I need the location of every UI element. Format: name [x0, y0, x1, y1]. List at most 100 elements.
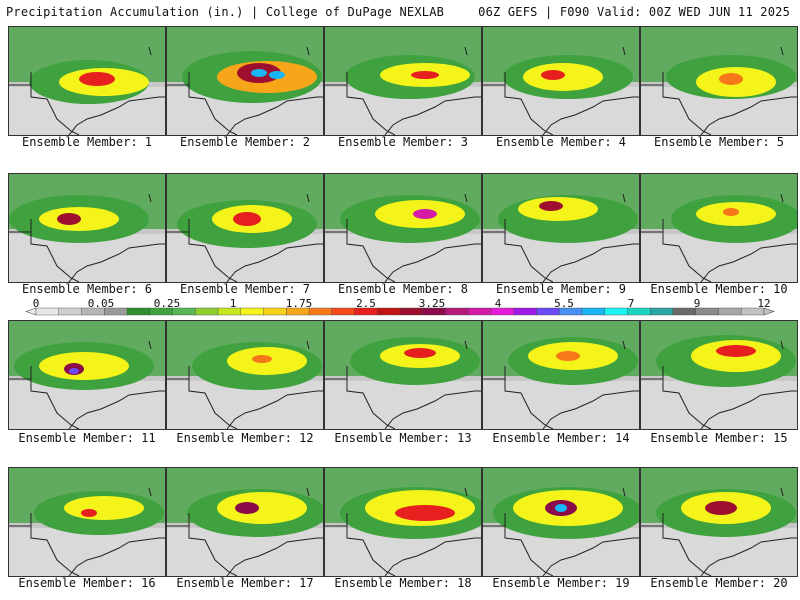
precip-field — [9, 468, 165, 576]
map-boundaries — [167, 46, 323, 135]
precip-blob — [251, 69, 267, 77]
precip-field — [167, 174, 323, 282]
precip-field — [483, 468, 639, 576]
model-valid-time: 06Z GEFS | F090 Valid: 00Z WED JUN 11 20… — [478, 5, 790, 19]
map-title: Precipitation Accumulation (in.) | Colle… — [6, 5, 445, 19]
precip-field — [483, 27, 639, 135]
ensemble-member-label: Ensemble Member: 15 — [650, 431, 788, 445]
colorbar-tick-label: 0.25 — [153, 297, 181, 310]
precip-field — [641, 468, 797, 576]
precip-blob — [81, 509, 97, 517]
precip-blob — [69, 368, 79, 374]
ensemble-member-label: Ensemble Member: 8 — [337, 282, 469, 296]
colorbar-swatch — [35, 307, 60, 316]
colorbar-swatch — [604, 307, 628, 316]
precip-field — [483, 174, 639, 282]
precip-field — [483, 321, 639, 429]
ensemble-member-label: Ensemble Member: 9 — [495, 282, 627, 296]
ensemble-member-map — [324, 467, 482, 577]
precip-blob — [411, 71, 439, 79]
precip-field — [641, 174, 797, 282]
ensemble-member-label: Ensemble Member: 16 — [18, 576, 156, 590]
colorbar-swatch — [263, 307, 287, 316]
ensemble-member-label: Ensemble Member: 1 — [21, 135, 153, 149]
precip-blob — [541, 70, 565, 80]
precip-blob — [235, 502, 259, 514]
map-boundaries — [9, 193, 165, 282]
ensemble-member-label: Ensemble Member: 13 — [334, 431, 472, 445]
colorbar-swatch — [331, 307, 355, 316]
map-boundaries — [325, 46, 481, 135]
ensemble-member-map — [166, 173, 324, 283]
ensemble-member-map — [482, 173, 640, 283]
map-boundaries — [9, 46, 165, 135]
precip-blob — [395, 505, 455, 521]
colorbar-swatch — [445, 307, 469, 316]
colorbar-swatch — [240, 307, 264, 316]
precip-blob — [404, 348, 436, 358]
precip-field — [641, 27, 797, 135]
ensemble-member-map — [324, 26, 482, 136]
colorbar-swatch — [513, 307, 537, 316]
map-boundaries — [483, 340, 639, 429]
ensemble-member-label: Ensemble Member: 20 — [650, 576, 788, 590]
map-boundaries — [325, 193, 481, 282]
precip-field — [325, 174, 481, 282]
ensemble-member-map — [8, 26, 166, 136]
colorbar-tick-label: 0 — [32, 297, 40, 310]
precip-blob — [64, 496, 144, 520]
precip-blob — [233, 212, 261, 226]
colorbar-tick-label: 12 — [757, 297, 771, 310]
ensemble-member-map — [166, 26, 324, 136]
colorbar-swatch — [58, 307, 82, 316]
map-boundaries — [641, 340, 797, 429]
ensemble-member-label: Ensemble Member: 11 — [18, 431, 156, 445]
colorbar-swatch — [650, 307, 674, 316]
map-boundaries — [325, 340, 481, 429]
colorbar-tick-label: 4 — [494, 297, 502, 310]
ensemble-member-map — [482, 26, 640, 136]
precip-blob — [556, 351, 580, 361]
precip-field — [167, 321, 323, 429]
colorbar-swatch — [195, 307, 219, 316]
precip-blob — [269, 71, 285, 79]
ensemble-member-label: Ensemble Member: 4 — [495, 135, 627, 149]
precip-blob — [252, 355, 272, 363]
ensemble-member-map — [640, 467, 798, 577]
map-boundaries — [167, 487, 323, 576]
ensemble-member-label: Ensemble Member: 6 — [21, 282, 153, 296]
colorbar-swatch — [468, 307, 492, 316]
ensemble-member-label: Ensemble Member: 19 — [492, 576, 630, 590]
map-boundaries — [641, 193, 797, 282]
map-boundaries — [483, 487, 639, 576]
map-boundaries — [325, 487, 481, 576]
ensemble-member-map — [8, 320, 166, 430]
ensemble-member-label: Ensemble Member: 14 — [492, 431, 630, 445]
colorbar-tick-label: 5.5 — [554, 297, 574, 310]
precip-blob — [57, 213, 81, 225]
map-boundaries — [641, 487, 797, 576]
colorbar-swatch — [718, 307, 742, 316]
precip-blob — [716, 345, 756, 357]
ensemble-member-map — [8, 467, 166, 577]
precip-field — [325, 321, 481, 429]
colorbar-swatch — [581, 307, 606, 316]
colorbar-swatch — [126, 307, 151, 316]
ensemble-member-map — [324, 173, 482, 283]
ensemble-member-map — [482, 467, 640, 577]
ensemble-member-label: Ensemble Member: 17 — [176, 576, 314, 590]
ensemble-member-label: Ensemble Member: 5 — [653, 135, 785, 149]
ensemble-member-map — [8, 173, 166, 283]
colorbar-tick-label: 3.25 — [418, 297, 446, 310]
colorbar-tick-label: 1.75 — [285, 297, 313, 310]
ensemble-member-label: Ensemble Member: 10 — [650, 282, 788, 296]
map-boundaries — [9, 487, 165, 576]
precip-blob — [555, 504, 567, 512]
precip-field — [325, 27, 481, 135]
map-boundaries — [641, 46, 797, 135]
ensemble-member-label: Ensemble Member: 7 — [179, 282, 311, 296]
ensemble-member-map — [482, 320, 640, 430]
map-boundaries — [483, 46, 639, 135]
ensemble-member-label: Ensemble Member: 2 — [179, 135, 311, 149]
map-boundaries — [167, 193, 323, 282]
